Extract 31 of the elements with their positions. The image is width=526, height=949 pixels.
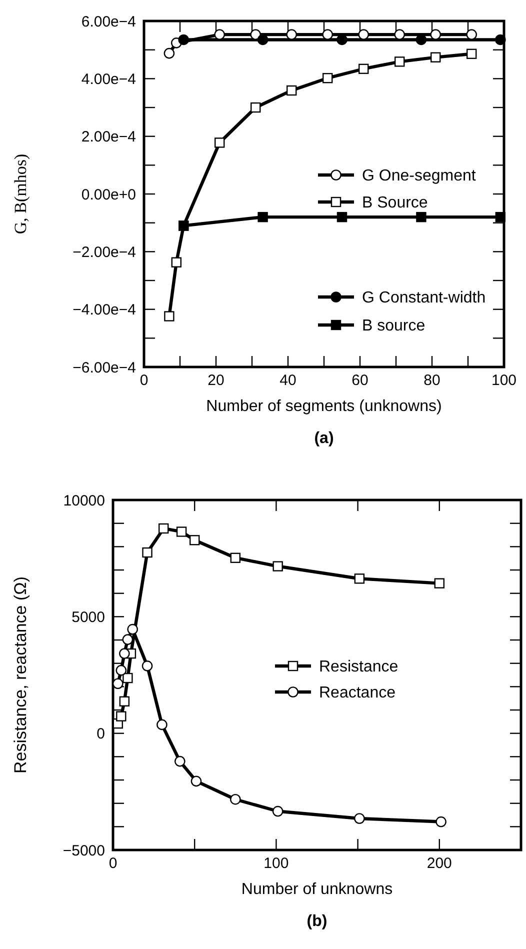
y-tick-label: 4.00e−4 <box>81 70 136 88</box>
y-tick-label: 0 <box>96 726 105 743</box>
legend-label: B Source <box>362 194 428 212</box>
text: (a) <box>314 430 334 447</box>
y-tick-label: 2.00e−4 <box>81 128 136 146</box>
x-tick-label: 100 <box>491 372 517 389</box>
legend-label: G One-segment <box>362 168 476 185</box>
x-tick-label: 80 <box>424 372 440 389</box>
legend-label: Resistance <box>319 658 398 676</box>
x-tick-label: 20 <box>208 372 224 389</box>
y-tick-label: −5000 <box>62 842 105 860</box>
y-tick-label: −2.00e−4 <box>72 244 136 261</box>
x-axis-title: Number of unknowns <box>241 881 393 898</box>
y-tick-label: 10000 <box>63 492 105 510</box>
y-tick-label: 5000 <box>72 608 105 626</box>
y-tick-label: −4.00e−4 <box>72 302 136 319</box>
x-tick-label: 40 <box>280 372 296 389</box>
x-tick-label: 60 <box>352 372 368 389</box>
y-axis-title: G, B(mhos) <box>11 154 30 234</box>
text: (b) <box>306 913 328 930</box>
x-axis-title: Number of segments (unknowns) <box>206 398 442 415</box>
legend-label: B source <box>362 318 426 335</box>
y-tick-label: −6.00e−4 <box>72 359 136 376</box>
y-axis-title: Resistance, reactance (Ω) <box>11 576 30 774</box>
x-tick-label: 100 <box>264 855 289 872</box>
y-tick-label: 0.00e+0 <box>81 186 136 204</box>
legend-label: Reactance <box>319 684 396 702</box>
x-tick-label: 0 <box>140 372 148 389</box>
y-tick-label: 6.00e−4 <box>81 13 136 30</box>
legend-label: G Constant-width <box>362 290 486 307</box>
x-tick-label: 200 <box>426 855 452 872</box>
